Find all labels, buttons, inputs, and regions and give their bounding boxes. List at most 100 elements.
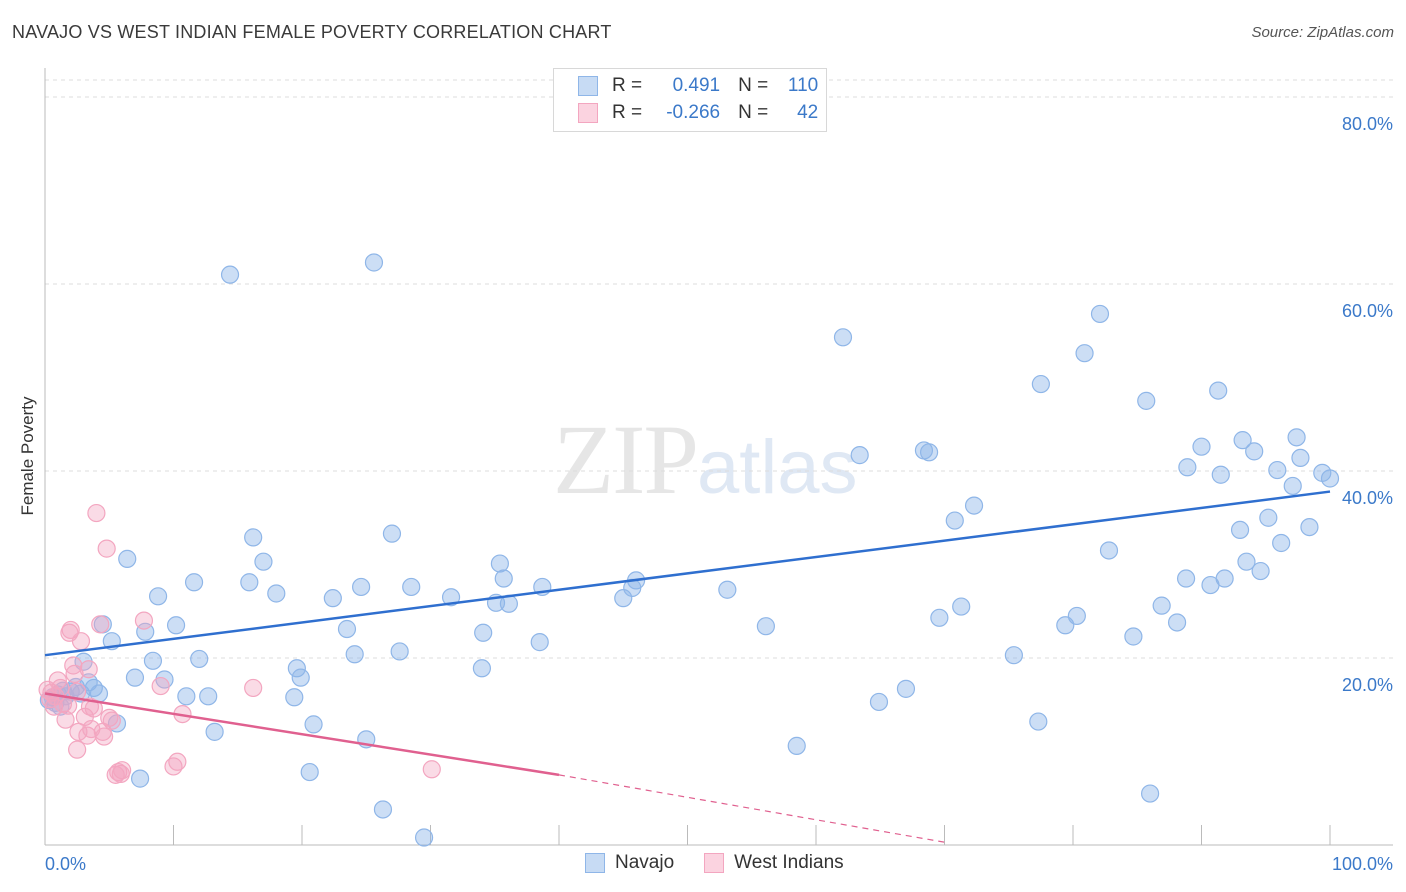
west-indians-point [91, 615, 110, 634]
navajo-point [869, 692, 889, 712]
navajo-point [930, 608, 949, 627]
y-tick-label: 60.0% [1342, 301, 1393, 321]
navajo-legend-swatch [585, 853, 605, 873]
west-indians-point [65, 664, 84, 683]
navajo-point [1178, 458, 1197, 477]
navajo-point [190, 649, 209, 669]
navajo-point [148, 587, 168, 606]
navajo-point [1283, 476, 1302, 496]
navajo-point [1124, 627, 1143, 646]
west-indians-point [48, 671, 67, 690]
navajo-point [472, 659, 491, 678]
x-tick-label: 0.0% [45, 854, 86, 874]
navajo-point [373, 800, 393, 819]
navajo-point [220, 265, 240, 284]
west-indians-trendline [44, 692, 560, 777]
navajo-point [1140, 784, 1160, 803]
source-label: Source: ZipAtlas.com [1251, 24, 1394, 41]
legend-r-value: 0.491 [672, 75, 721, 96]
navajo-point [756, 617, 775, 636]
navajo-point [254, 552, 273, 571]
navajo-point [267, 584, 286, 603]
navajo-point [896, 679, 916, 698]
west-indians-point [112, 761, 132, 780]
navajo-point [919, 443, 939, 462]
navajo-point [1090, 304, 1110, 324]
navajo-point [530, 633, 549, 652]
west-indians-point [79, 660, 98, 679]
navajo-point [130, 769, 150, 788]
west-indians-point [56, 710, 75, 729]
navajo-point [441, 588, 461, 607]
navajo-point [1209, 381, 1228, 400]
navajo-point [1272, 533, 1291, 553]
navajo-point [166, 616, 186, 635]
navajo-point [118, 549, 137, 568]
navajo-point [1245, 442, 1264, 461]
navajo-point [964, 496, 984, 515]
navajo-point [1268, 460, 1287, 480]
legend-n-value: 42 [797, 102, 819, 123]
navajo-point [952, 597, 971, 616]
y-tick-label: 20.0% [1342, 675, 1393, 695]
west-indians-point [168, 752, 187, 771]
navajo-point [1233, 431, 1252, 450]
legend-label-navajo: Navajo [615, 852, 675, 873]
navajo-point [1137, 391, 1156, 410]
navajo-point [1259, 508, 1278, 527]
west-indians-point [100, 708, 119, 727]
west-indians-point [95, 727, 114, 746]
navajo-point [1320, 469, 1340, 488]
navajo-point [184, 573, 204, 592]
west-indians-swatch [578, 103, 598, 123]
navajo-point [199, 687, 218, 706]
navajo-point [490, 554, 509, 573]
navajo-point [143, 651, 163, 670]
navajo-swatch [578, 76, 598, 96]
navajo-point [1031, 374, 1050, 394]
navajo-point [474, 623, 493, 642]
west-indians-point [61, 620, 80, 640]
west-indians-point [97, 539, 116, 558]
chart-title: NAVAJO VS WEST INDIAN FEMALE POVERTY COR… [12, 22, 612, 42]
navajo-point [1176, 569, 1196, 588]
navajo-point [614, 589, 633, 608]
navajo-point [390, 642, 409, 661]
navajo-point [323, 589, 342, 608]
navajo-point [1215, 569, 1234, 588]
y-tick-label: 80.0% [1342, 114, 1393, 134]
watermark-zip: ZIP [553, 404, 699, 515]
navajo-point [1291, 448, 1310, 468]
navajo-point [402, 577, 421, 597]
navajo-point [945, 511, 964, 530]
navajo-point [1251, 561, 1270, 581]
navajo-point [205, 722, 224, 741]
legend-item-west-indians: West Indians [704, 852, 844, 874]
navajo-point [718, 580, 737, 599]
legend-n-label: N = [738, 75, 769, 96]
navajo-point [244, 528, 263, 547]
series-legend: Navajo West Indians [585, 852, 874, 874]
navajo-point [494, 569, 513, 588]
legend-item-navajo: Navajo [585, 852, 674, 874]
west-indians-point [84, 699, 103, 718]
navajo-point [382, 524, 402, 543]
navajo-point [1167, 613, 1187, 632]
navajo-point [364, 253, 384, 272]
navajo-point [1237, 552, 1256, 571]
navajo-point [125, 668, 145, 687]
legend-r-label: R = [612, 102, 643, 123]
y-tick-label: 40.0% [1342, 488, 1393, 508]
navajo-point [1152, 596, 1171, 615]
west-indians-legend-swatch [704, 853, 725, 873]
navajo-point [1067, 606, 1086, 626]
navajo-point [345, 645, 364, 664]
west-indians-point [87, 503, 106, 523]
west-indians-point [71, 632, 91, 651]
west-indians-point [102, 711, 121, 730]
navajo-point [1192, 437, 1211, 456]
legend-r-value: -0.266 [666, 102, 721, 123]
navajo-point [1075, 344, 1094, 363]
navajo-point [833, 328, 853, 347]
west-indians-point [68, 740, 87, 759]
